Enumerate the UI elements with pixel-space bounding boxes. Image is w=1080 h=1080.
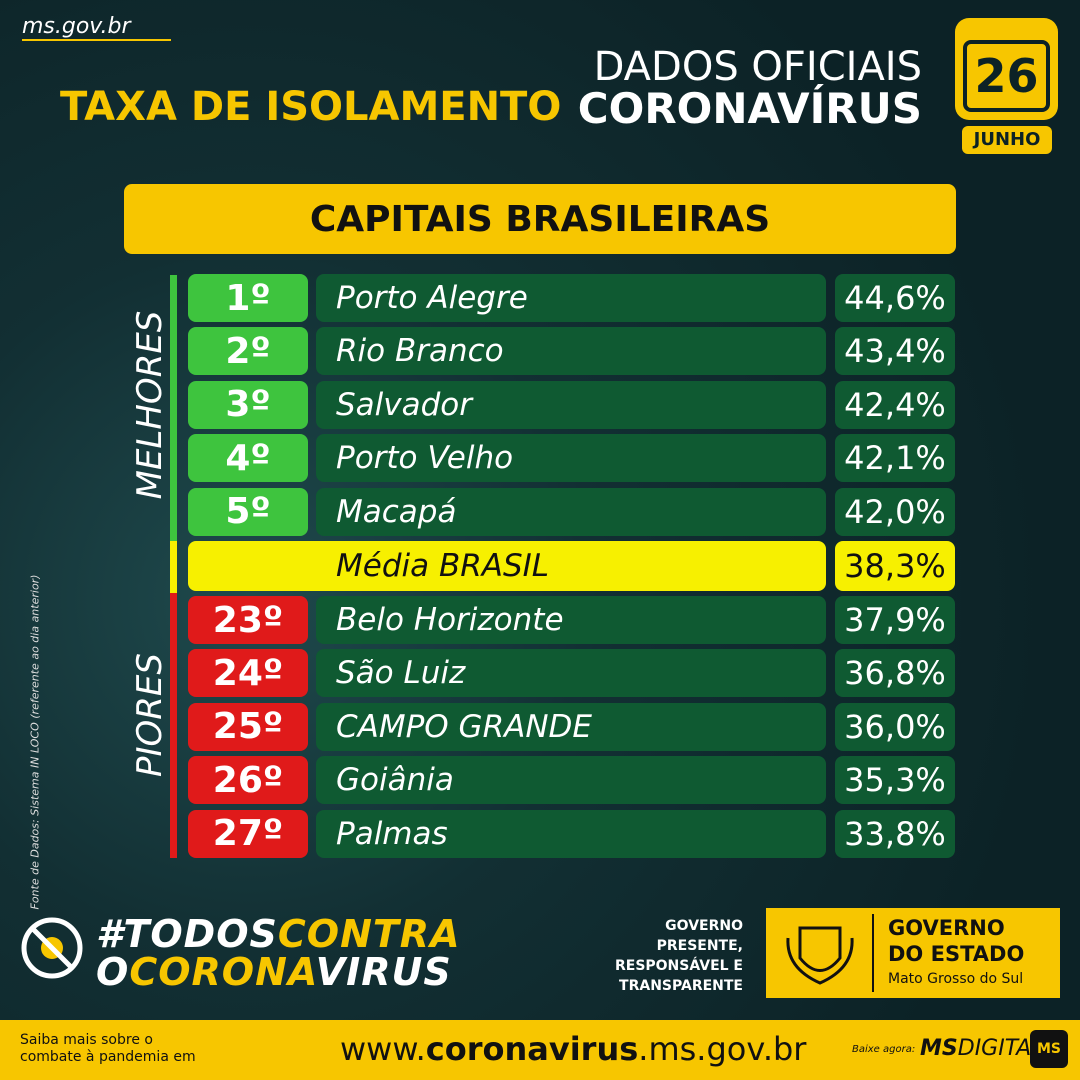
value: 43,4% bbox=[835, 327, 955, 376]
source-wrap: Fonte de Dados: Sistema IN LOCO (referen… bbox=[28, 574, 42, 910]
gov-name-1: GOVERNO bbox=[888, 916, 1005, 940]
average-bar bbox=[170, 541, 177, 593]
footer-info-line: combate à pandemia em bbox=[20, 1049, 196, 1065]
official-1: DADOS OFICIAIS bbox=[593, 44, 922, 90]
city: Palmas bbox=[316, 809, 826, 858]
divider bbox=[872, 914, 874, 992]
rank: 2º bbox=[188, 327, 308, 376]
gov-name-2: DO ESTADO bbox=[888, 942, 1025, 966]
city: Macapá bbox=[316, 487, 826, 536]
official-2: CORONAVÍRUS bbox=[577, 84, 922, 133]
rank: 5º bbox=[188, 487, 308, 536]
calendar-month: JUNHO bbox=[962, 126, 1052, 154]
rank: 23º bbox=[188, 596, 308, 644]
url-part: .ms.gov.br bbox=[638, 1030, 807, 1068]
footer: Saiba mais sobre o combate à pandemia em … bbox=[0, 1020, 1080, 1080]
url-part: coronavirus bbox=[425, 1030, 639, 1068]
rank: 1º bbox=[188, 274, 308, 322]
worst-label: PIORES bbox=[130, 653, 170, 777]
value: 36,8% bbox=[835, 649, 955, 698]
slogan-line: TRANSPARENTE bbox=[619, 978, 743, 994]
source: Fonte de Dados: Sistema IN LOCO (referen… bbox=[28, 574, 42, 910]
rank: 25º bbox=[188, 702, 308, 751]
site: ms.gov.br bbox=[22, 14, 171, 41]
campaign-part: VIRUS bbox=[315, 950, 452, 994]
average-value: 38,3% bbox=[835, 541, 955, 591]
best-bar bbox=[170, 275, 177, 541]
url-part: www. bbox=[340, 1030, 426, 1068]
campaign-part: #TODOS bbox=[96, 912, 278, 956]
value: 33,8% bbox=[835, 809, 955, 858]
rank: 27º bbox=[188, 809, 308, 858]
value: 36,0% bbox=[835, 702, 955, 751]
slogan: GOVERNO PRESENTE, RESPONSÁVEL E TRANSPARENT… bbox=[580, 916, 743, 996]
slogan-line: PRESENTE, bbox=[656, 938, 743, 954]
download: Baixe agora: bbox=[852, 1044, 916, 1055]
city: CAMPO GRANDE bbox=[316, 702, 826, 751]
city: Belo Horizonte bbox=[316, 596, 826, 644]
rank: 24º bbox=[188, 649, 308, 698]
banner: CAPITAIS BRASILEIRAS bbox=[124, 184, 956, 254]
calendar-day: 26 bbox=[963, 40, 1050, 112]
campaign-line1: #TODOSCONTRA bbox=[96, 912, 460, 956]
gov-state: Mato Grosso do Sul bbox=[888, 971, 1024, 987]
slogan-line: GOVERNO bbox=[665, 918, 743, 934]
app-part: DIGITAL bbox=[957, 1036, 1044, 1061]
city: Salvador bbox=[316, 380, 826, 429]
worst-bar bbox=[170, 593, 177, 858]
rank: 26º bbox=[188, 756, 308, 805]
city: Rio Branco bbox=[316, 327, 826, 376]
app-icon[interactable]: MS bbox=[1030, 1030, 1068, 1068]
value: 37,9% bbox=[835, 596, 955, 644]
gov-logo: GOVERNO DO ESTADO Mato Grosso do Sul bbox=[766, 908, 1060, 998]
campaign-part: CONTRA bbox=[277, 912, 461, 956]
campaign-line2: OCORONAVIRUS bbox=[96, 950, 452, 994]
city: São Luiz bbox=[316, 649, 826, 698]
value: 42,4% bbox=[835, 380, 955, 429]
rank: 3º bbox=[188, 380, 308, 429]
rank: 4º bbox=[188, 434, 308, 483]
title: TAXA DE ISOLAMENTO bbox=[60, 84, 562, 130]
calendar: 26 bbox=[955, 18, 1058, 120]
campaign-icon bbox=[21, 917, 83, 979]
app-part: MS bbox=[920, 1036, 958, 1061]
average-label: Média BRASIL bbox=[188, 541, 826, 591]
value: 42,0% bbox=[835, 487, 955, 536]
value: 44,6% bbox=[835, 274, 955, 322]
best-label: MELHORES bbox=[130, 310, 170, 500]
campaign-part: CORONA bbox=[129, 950, 316, 994]
coat-of-arms bbox=[786, 926, 854, 985]
footer-info-line: Saiba mais sobre o bbox=[20, 1032, 153, 1048]
app-name[interactable]: MSDIGITAL bbox=[920, 1036, 1043, 1061]
city: Porto Velho bbox=[316, 434, 826, 483]
slogan-line: RESPONSÁVEL E bbox=[614, 958, 743, 974]
city: Porto Alegre bbox=[316, 274, 826, 322]
city: Goiânia bbox=[316, 756, 826, 805]
campaign-part: O bbox=[96, 950, 130, 994]
value: 35,3% bbox=[835, 756, 955, 805]
value: 42,1% bbox=[835, 434, 955, 483]
footer-info: Saiba mais sobre o combate à pandemia em bbox=[20, 1032, 196, 1066]
footer-url[interactable]: www.coronavirus.ms.gov.br bbox=[340, 1030, 806, 1068]
